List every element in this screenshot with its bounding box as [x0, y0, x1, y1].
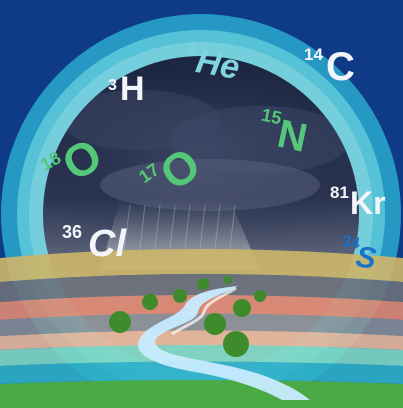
isotope-symbol: Kr: [350, 185, 386, 221]
isotope-81Kr: 81 Kr: [330, 183, 386, 221]
isotope-symbol: C: [326, 45, 355, 89]
river: [138, 286, 310, 400]
isotope-symbol: He: [193, 42, 242, 87]
dot: [254, 290, 266, 302]
isotope-14C: 14 C: [304, 45, 355, 89]
dot: [109, 311, 131, 333]
isotope-mass: 36: [62, 222, 82, 242]
isotope-34S: 34 S: [341, 233, 378, 276]
strata-bands: [0, 249, 403, 408]
isotope-mass: 15: [260, 105, 284, 129]
dot: [204, 313, 226, 335]
dot: [224, 276, 232, 284]
isotope-mass: 14: [304, 45, 323, 64]
dot: [173, 289, 187, 303]
isotope-mass: 34: [341, 233, 361, 252]
isotope-3He: 3 He: [187, 39, 242, 87]
dot: [233, 299, 251, 317]
isotope-mass: 3: [108, 77, 117, 94]
dot: [223, 331, 249, 357]
isotope-symbol: H: [120, 70, 145, 108]
isotope-symbol: Cl: [88, 223, 127, 265]
isotope-mass: 81: [330, 183, 349, 202]
isotope-symbol: S: [354, 240, 378, 275]
river-highlight: [171, 286, 237, 336]
isotope-mass: 3: [187, 39, 199, 57]
dot: [197, 278, 209, 290]
isotope-36Cl: 36 Cl: [62, 222, 127, 265]
dot: [142, 294, 158, 310]
green-dots: [109, 276, 266, 357]
isotope-3H: 3 H: [108, 70, 145, 108]
